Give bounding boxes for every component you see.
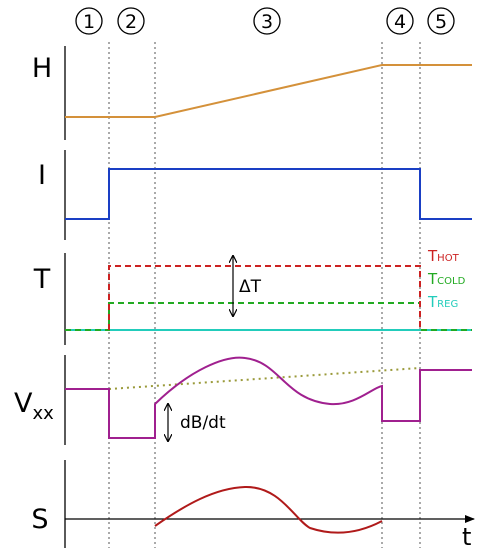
h-curve [65, 64, 472, 118]
phase-number: 5 [435, 11, 447, 33]
phase-marker-5: 5 [427, 7, 455, 35]
i-curve [65, 168, 472, 220]
phase-number: 4 [394, 11, 406, 33]
phase-circle [427, 7, 455, 35]
t-cold-legend: TCOLD [427, 270, 466, 288]
t-hot-legend-sub: HOT [437, 253, 459, 264]
phase-circle [75, 7, 103, 35]
t-reg-legend: TREG [427, 293, 458, 311]
phase-number: 3 [261, 11, 273, 33]
h-panel-label: H [32, 53, 52, 84]
s-panel-label: S [31, 504, 48, 535]
phase-circle [117, 7, 145, 35]
t-hot-legend: THOT [427, 247, 460, 265]
t-hot-legend-main: T [427, 247, 438, 265]
t-cold-curve [65, 302, 472, 331]
t-reg-legend-sub: REG [437, 299, 458, 310]
time-axis-label: t [462, 523, 471, 551]
phase-number: 2 [125, 11, 137, 33]
t-reg-legend-main: T [427, 293, 438, 311]
phase-circle [386, 7, 414, 35]
t-panel-label: T [33, 264, 51, 295]
v-panel-label-sub: xx [32, 403, 54, 424]
v-curve [65, 356, 472, 439]
phase-circle [253, 7, 281, 35]
t-cold-legend-sub: COLD [437, 276, 465, 287]
t-hot-curve [108, 265, 421, 330]
phase-marker-4: 4 [386, 7, 414, 35]
phase-number: 1 [83, 11, 95, 33]
s-curve [154, 485, 383, 534]
phase-marker-2: 2 [117, 7, 145, 35]
phase-dividers [108, 42, 421, 548]
phase-marker-3: 3 [253, 7, 281, 35]
v-panel-label-main: V [14, 388, 33, 419]
t-curves [65, 265, 472, 331]
delta-t-label: ΔT [239, 277, 262, 297]
phase-markers: 1 2 3 4 5 [75, 7, 455, 35]
i-panel-label: I [38, 160, 46, 191]
db-dt-label: dB/dt [180, 413, 226, 433]
t-legend: THOT TCOLD TREG [427, 247, 466, 311]
phase-marker-1: 1 [75, 7, 103, 35]
t-cold-legend-main: T [427, 270, 438, 288]
v-panel-label: Vxx [14, 388, 54, 424]
v-background-trend [108, 367, 421, 390]
